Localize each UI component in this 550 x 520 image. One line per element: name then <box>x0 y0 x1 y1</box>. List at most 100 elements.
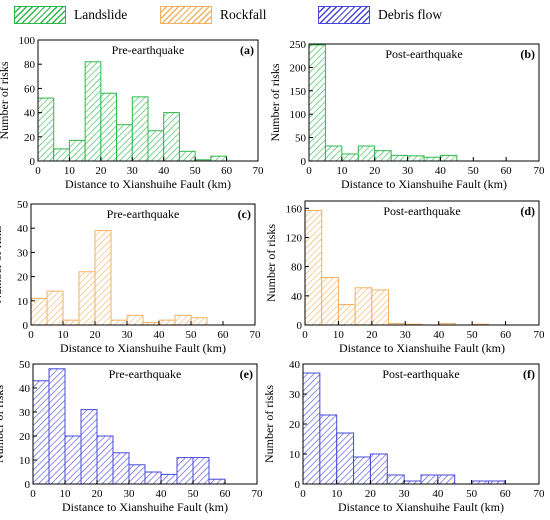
x-axis-label-b: Distance to Xianshuihe Fault (km) <box>341 177 507 191</box>
panel-label-d: (d) <box>520 204 535 218</box>
y-tick-label-d-0: 0 <box>297 320 303 332</box>
y-tick-label-d-3: 120 <box>286 232 303 244</box>
panel-label-f: (f) <box>523 367 535 381</box>
x-tick-label-e-5: 50 <box>188 488 200 500</box>
bar-a-3 <box>84 61 102 162</box>
x-tick-label-d-0: 0 <box>302 329 308 341</box>
bar-c-1 <box>46 290 64 326</box>
panel-label-e: (e) <box>240 367 253 381</box>
bar-c-3 <box>78 271 96 326</box>
y-tick-label-e-1: 10 <box>19 455 31 467</box>
panel-title-f: Post-earthquake <box>382 367 459 381</box>
y-tick-label-d-2: 80 <box>291 262 303 274</box>
panel-title-b: Post-earthquake <box>385 47 462 61</box>
panel-a: 0 10 20 30 40 50 60 70 0 20 40 60 80 100 Pre-earthquak… <box>0 35 264 191</box>
y-axis-label-b: Number of risks <box>268 63 282 141</box>
x-tick-label-b-1: 10 <box>336 165 348 177</box>
bar-d-4 <box>371 289 390 326</box>
x-tick-label-b-3: 30 <box>402 165 414 177</box>
x-tick-label-a-0: 0 <box>35 165 41 177</box>
bar-a-8 <box>163 112 180 162</box>
y-tick-label-e-5: 50 <box>19 359 31 371</box>
x-tick-label-a-1: 10 <box>64 165 76 177</box>
y-tick-label-c-4: 40 <box>17 223 29 235</box>
x-axis-label-a: Distance to Xianshuihe Fault (km) <box>65 177 231 191</box>
bar-b-6 <box>407 155 425 162</box>
bar-e-1 <box>48 368 66 485</box>
x-axis-label-d: Distance to Xianshuihe Fault (km) <box>339 341 505 355</box>
y-tick-label-c-1: 10 <box>17 296 29 308</box>
bar-c-2 <box>62 319 80 326</box>
x-tick-label-f-2: 20 <box>365 488 377 500</box>
bar-e-11 <box>208 478 226 485</box>
legend-label-landslide: Landslide <box>74 7 128 22</box>
bar-e-5 <box>112 452 130 485</box>
bar-c-10 <box>190 317 208 326</box>
panel-c: 0 10 20 30 40 50 60 70 0 10 20 30 40 50 Pre-earthquake… <box>0 199 261 355</box>
y-tick-label-c-5: 50 <box>17 199 29 211</box>
panel-label-c: (c) <box>238 207 251 221</box>
bar-a-11 <box>210 155 228 162</box>
y-tick-label-a-0: 0 <box>30 156 36 168</box>
y-tick-label-f-0: 0 <box>295 479 301 491</box>
x-tick-label-f-5: 50 <box>466 488 478 500</box>
bar-d-1 <box>321 277 339 326</box>
x-tick-label-a-7: 70 <box>253 165 265 177</box>
y-axis-label-e: Number of risks <box>0 385 6 463</box>
bar-a-1 <box>53 148 70 162</box>
panel-title-e: Pre-earthquake <box>109 367 182 381</box>
x-tick-label-b-6: 60 <box>501 165 513 177</box>
bar-e-4 <box>96 435 114 485</box>
y-axis-label-a: Number of risks <box>0 61 11 139</box>
legend-swatch-debris-flow <box>318 6 370 24</box>
x-tick-label-a-6: 60 <box>221 165 233 177</box>
panel-title-c: Pre-earthquake <box>107 207 180 221</box>
bar-f-3 <box>353 456 371 485</box>
x-tick-label-d-4: 40 <box>433 329 445 341</box>
x-tick-label-e-7: 70 <box>252 488 264 500</box>
y-tick-label-b-0: 0 <box>301 156 307 168</box>
x-tick-label-c-2: 20 <box>90 329 102 341</box>
x-tick-label-f-0: 0 <box>300 488 306 500</box>
x-tick-label-c-4: 40 <box>154 329 166 341</box>
x-tick-label-e-4: 40 <box>156 488 168 500</box>
bar-e-10 <box>192 457 210 485</box>
x-tick-label-f-6: 60 <box>500 488 512 500</box>
x-tick-label-e-6: 60 <box>220 488 232 500</box>
y-tick-label-e-0: 0 <box>25 479 31 491</box>
bar-c-6 <box>126 314 144 326</box>
bar-a-5 <box>116 124 133 162</box>
y-axis-label-f: Number of risks <box>262 385 276 463</box>
bar-f-7 <box>420 474 439 485</box>
y-tick-label-a-4: 80 <box>24 59 36 71</box>
bar-e-8 <box>160 473 178 485</box>
plot-frame-a <box>37 39 259 162</box>
y-tick-label-e-2: 20 <box>19 431 31 443</box>
panel-title-a: Pre-earthquake <box>112 43 185 57</box>
legend: Landslide Rockfall Debris flow <box>0 0 550 36</box>
bar-f-1 <box>319 414 338 485</box>
y-tick-label-a-5: 100 <box>19 35 36 47</box>
x-tick-label-c-5: 50 <box>186 329 198 341</box>
x-tick-label-b-0: 0 <box>306 165 312 177</box>
legend-item-rockfall: Rockfall <box>160 6 310 28</box>
bar-c-8 <box>158 319 176 326</box>
bar-c-0 <box>30 297 48 326</box>
y-tick-label-b-2: 100 <box>290 109 307 121</box>
x-axis-label-c: Distance to Xianshuihe Fault (km) <box>60 341 226 355</box>
y-tick-label-f-4: 40 <box>289 359 301 371</box>
y-axis-label-d: Number of risks <box>264 224 278 302</box>
x-axis-label-f: Distance to Xianshuihe Fault (km) <box>338 500 504 514</box>
x-tick-label-a-4: 40 <box>158 165 170 177</box>
bar-e-7 <box>144 471 162 485</box>
y-axis-label-c: Number of risks <box>0 225 4 303</box>
y-tick-label-e-4: 40 <box>19 383 31 395</box>
y-tick-label-b-4: 200 <box>290 62 307 74</box>
panel-label-b: (b) <box>520 47 535 61</box>
x-tick-label-d-7: 70 <box>534 329 546 341</box>
bar-f-4 <box>369 453 388 485</box>
x-tick-label-c-7: 70 <box>250 329 262 341</box>
bar-a-0 <box>37 97 55 162</box>
x-tick-label-d-3: 30 <box>400 329 412 341</box>
